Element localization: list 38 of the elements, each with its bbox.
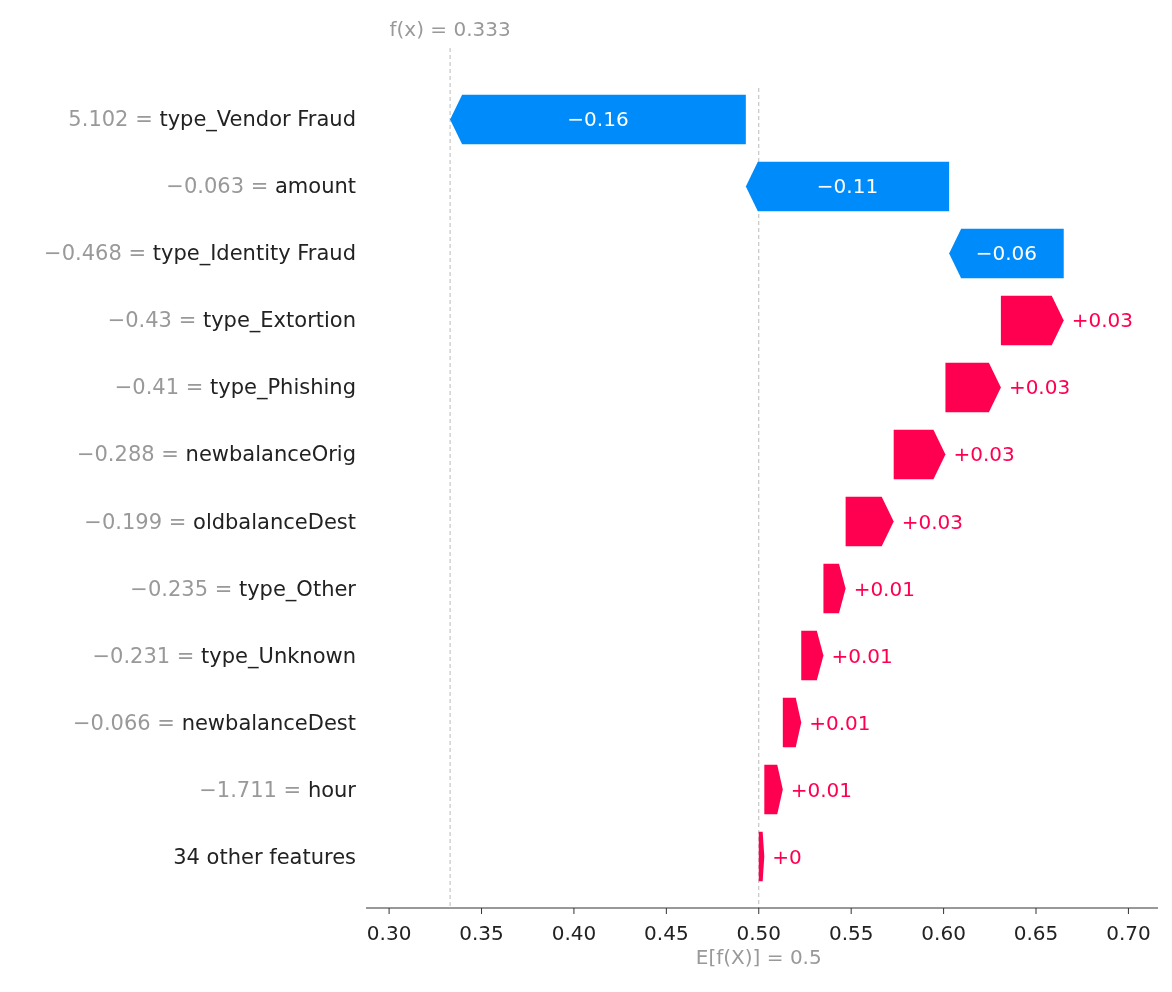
- data-label: +0.01: [809, 710, 871, 735]
- data-label: +0.01: [790, 777, 853, 802]
- x-tick-label: 0.30: [366, 921, 412, 945]
- y-tick-label: 34 other features: [173, 844, 356, 869]
- x-tick-label: 0.40: [551, 921, 597, 945]
- data-label: +0.03: [901, 509, 963, 534]
- x-tick-label: 0.65: [1013, 921, 1059, 945]
- y-tick-label: −0.066 = newbalanceDest: [72, 710, 356, 735]
- ref-line-label: E[f(X)] = 0.5: [695, 945, 822, 969]
- x-tick-label: 0.50: [736, 921, 782, 945]
- x-tick-label: 0.35: [459, 921, 504, 945]
- y-tick-label: −0.41 = type_Phishing: [114, 375, 356, 401]
- x-tick-label: 0.70: [1106, 921, 1151, 945]
- bar: [745, 161, 950, 212]
- data-label: −0.16: [567, 107, 629, 132]
- data-label: +0.01: [853, 576, 915, 601]
- data-label: +0.01: [831, 643, 893, 668]
- data-label: +0.03: [1071, 308, 1134, 333]
- data-label: +0.03: [1008, 375, 1071, 400]
- y-tick-label: −0.468 = type_Identity Fraud: [44, 241, 356, 267]
- data-label: −0.11: [816, 174, 879, 199]
- bar: [949, 228, 1064, 279]
- x-tick-label: 0.60: [921, 921, 966, 945]
- y-tick-label: −1.711 = hour: [199, 777, 357, 802]
- y-tick-label: −0.231 = type_Unknown: [92, 643, 356, 669]
- x-tick-label: 0.55: [828, 921, 874, 945]
- ref-line-label: f(x) = 0.333: [389, 17, 511, 41]
- y-tick-label: −0.43 = type_Extortion: [107, 308, 356, 334]
- y-tick-label: −0.199 = oldbalanceDest: [84, 509, 356, 534]
- y-tick-label: 5.102 = type_Vendor Fraud: [68, 107, 356, 133]
- bar: [450, 94, 746, 145]
- y-tick-label: −0.288 = newbalanceOrig: [76, 442, 356, 467]
- data-label: +0.03: [953, 442, 1015, 467]
- y-tick-label: −0.235 = type_Other: [130, 576, 357, 602]
- data-label: +0: [772, 844, 802, 869]
- data-label: −0.06: [975, 241, 1038, 266]
- x-tick-label: 0.45: [644, 921, 689, 945]
- y-tick-label: −0.063 = amount: [166, 174, 356, 199]
